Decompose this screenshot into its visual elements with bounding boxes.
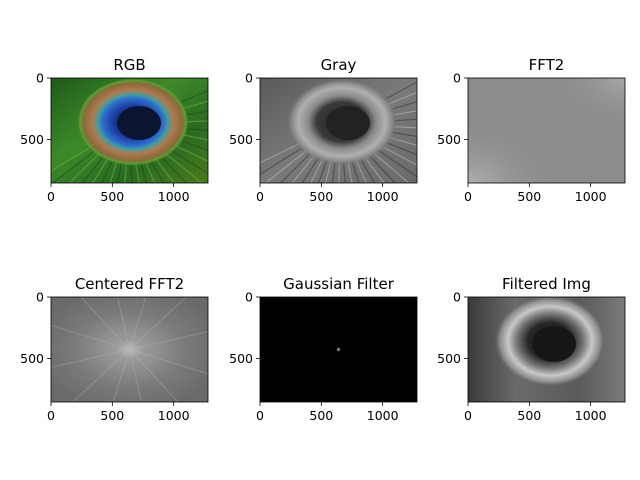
x-tick-label: 1000 — [367, 189, 399, 204]
x-tick-label: 1000 — [158, 189, 190, 204]
x-tick-label: 0 — [47, 408, 55, 423]
x-tick-label: 500 — [100, 189, 124, 204]
panel-4: Centered FFT2 0 500 1000 0 500 — [20, 275, 209, 423]
x-tick-label: 0 — [47, 189, 55, 204]
axes-frame — [259, 77, 418, 184]
x-tick-label: 0 — [464, 408, 472, 423]
y-tick-label: 0 — [245, 71, 253, 86]
panel-title: RGB — [113, 56, 145, 74]
panel-5: Gaussian Filter 0 500 1000 0 500 — [229, 275, 418, 423]
y-tick-label: 0 — [245, 290, 253, 305]
panel-1: RGB 0 500 1000 0 500 — [20, 56, 209, 204]
x-tick-label: 500 — [309, 189, 333, 204]
x-tick-label: 500 — [517, 408, 541, 423]
axes-frame — [50, 77, 209, 184]
gaussian-lowpass-mask-image — [260, 297, 417, 402]
y-tick-label: 500 — [20, 351, 44, 366]
panel-title: Gray — [321, 56, 357, 74]
panel-title: FFT2 — [529, 56, 565, 74]
x-tick-label: 0 — [464, 189, 472, 204]
x-tick-label: 500 — [100, 408, 124, 423]
x-tick-label: 1000 — [158, 408, 190, 423]
panel-6: Filtered Img 0 500 1000 0 500 — [437, 275, 626, 423]
x-tick-label: 0 — [256, 408, 264, 423]
y-tick-label: 500 — [229, 132, 253, 147]
x-tick-label: 500 — [517, 189, 541, 204]
y-tick-label: 0 — [36, 71, 44, 86]
x-tick-label: 1000 — [367, 408, 399, 423]
panel-title: Gaussian Filter — [283, 275, 395, 293]
axes-frame — [259, 296, 418, 403]
y-tick-label: 500 — [437, 351, 461, 366]
y-tick-label: 500 — [229, 351, 253, 366]
fft-magnitude-centered-image — [51, 297, 208, 402]
x-tick-label: 0 — [256, 189, 264, 204]
peacock-feather-grayscale-image — [260, 78, 417, 183]
panel-title: Centered FFT2 — [75, 275, 184, 293]
panel-2: Gray 0 500 1000 0 500 — [229, 56, 418, 204]
axes-frame — [467, 296, 626, 403]
y-tick-label: 0 — [36, 290, 44, 305]
x-tick-label: 500 — [309, 408, 333, 423]
x-tick-label: 1000 — [575, 408, 607, 423]
panel-3: FFT2 0 500 1000 0 500 — [437, 56, 626, 204]
axes-frame — [467, 77, 626, 184]
peacock-feather-color-image — [51, 78, 208, 183]
y-tick-label: 500 — [20, 132, 44, 147]
y-tick-label: 0 — [453, 290, 461, 305]
panel-title: Filtered Img — [502, 275, 591, 293]
y-tick-label: 500 — [437, 132, 461, 147]
fft-magnitude-uncentered-image — [468, 78, 625, 183]
x-tick-label: 1000 — [575, 189, 607, 204]
lowpass-filtered-grayscale-image — [468, 297, 625, 402]
y-tick-label: 0 — [453, 71, 461, 86]
axes-frame — [50, 296, 209, 403]
